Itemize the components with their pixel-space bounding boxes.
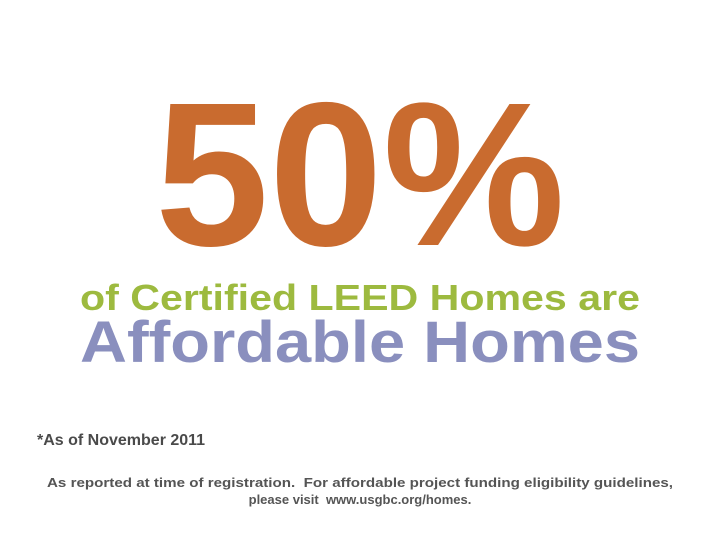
source-line: As reported at time of registration. For… [47, 475, 673, 490]
footnote: *As of November 2011 [37, 432, 205, 449]
emphasis: Affordable Homes [80, 310, 640, 375]
source-line: please visit www.usgbc.org/homes. [249, 492, 472, 507]
subtitle: of Certified LEED Homes are [80, 277, 640, 318]
headline: 50% [155, 60, 565, 289]
